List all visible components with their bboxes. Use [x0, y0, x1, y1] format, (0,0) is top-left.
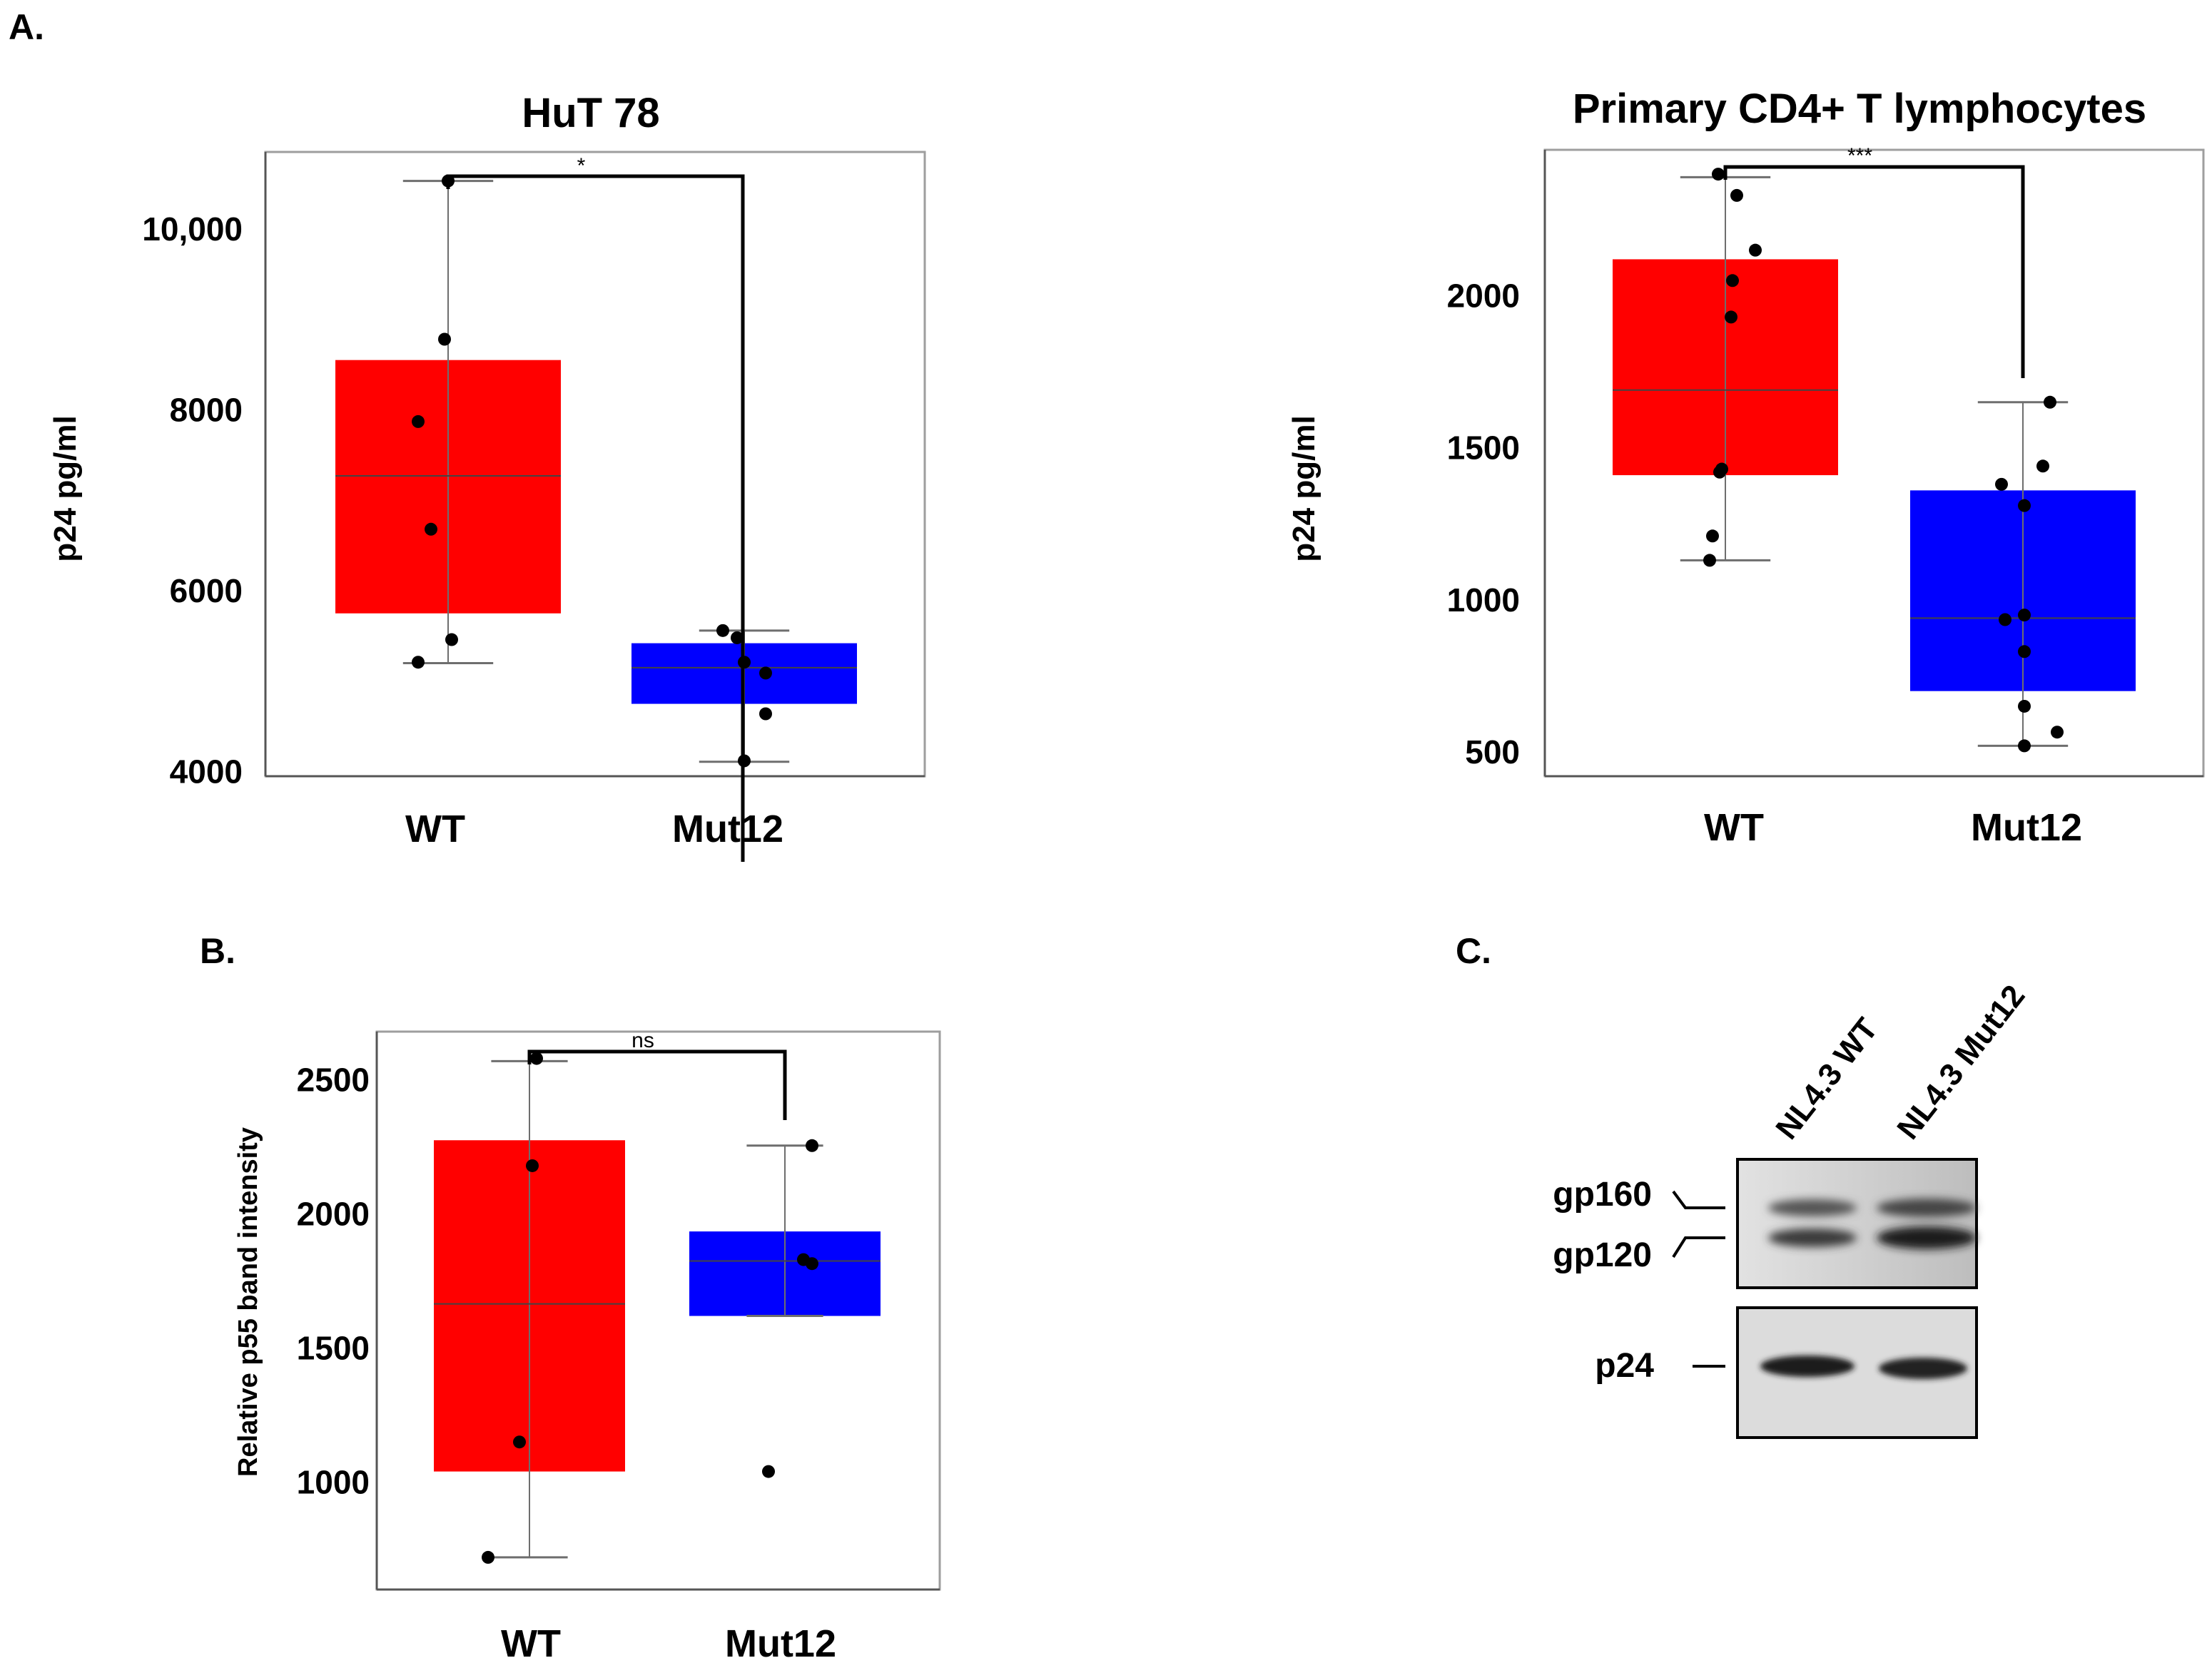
data-point — [1725, 310, 1737, 324]
significance-label: ns — [631, 1029, 654, 1052]
data-point — [759, 666, 772, 680]
x-tick-label: Mut12 — [672, 808, 783, 850]
data-point — [1995, 477, 2008, 491]
y-axis-label: Relative p55 band intensity — [233, 1127, 263, 1477]
data-point — [482, 1550, 494, 1564]
x-tick-label: Mut12 — [725, 1622, 836, 1665]
data-point — [2018, 699, 2031, 713]
band-label-gp160: gp160 — [1553, 1176, 1652, 1214]
plot-area: 500 1000 1500 2000 *** — [1447, 144, 2205, 778]
data-point — [2044, 395, 2056, 409]
y-tick-label: 1000 — [297, 1464, 370, 1501]
y-axis-label: p24 pg/ml — [1287, 415, 1321, 561]
chart-p55: Relative p55 band intensity 1000 1500 2000… — [233, 1029, 941, 1665]
significance-bracket — [527, 1049, 787, 1120]
y-tick-label: 1500 — [1447, 429, 1520, 467]
blot-membrane-env — [1736, 1158, 1978, 1289]
band-label-gp120: gp120 — [1553, 1236, 1652, 1274]
data-point — [1999, 613, 2011, 626]
lane-label-mut12: NL4.3 Mut12 — [1890, 979, 2031, 1146]
x-tick-label: WT — [1704, 806, 1764, 849]
data-point — [2051, 726, 2064, 739]
data-point — [1726, 274, 1739, 288]
blot-bands-p24 — [1760, 1356, 1967, 1379]
band-marker-gp160 — [1672, 1190, 1725, 1209]
data-point — [1703, 554, 1716, 567]
lane-label-wt: NL4.3 WT — [1769, 1012, 1884, 1146]
y-tick-label: 10,000 — [142, 210, 243, 248]
data-point — [1749, 243, 1762, 257]
y-tick-label: 1500 — [297, 1330, 370, 1367]
data-point — [1712, 168, 1725, 181]
data-point — [1706, 529, 1719, 543]
y-tick-label: 8000 — [170, 391, 243, 428]
chart-title: HuT 78 — [522, 90, 659, 136]
panel-letter-b: B. — [200, 931, 235, 971]
panel-letter-a: A. — [9, 7, 44, 47]
y-tick-label: 6000 — [170, 572, 243, 609]
significance-bracket — [1723, 165, 2025, 378]
data-point — [806, 1257, 818, 1271]
plot-area: 1000 1500 2000 2500 ns — [297, 1029, 941, 1591]
data-point — [1713, 465, 1726, 479]
data-point — [412, 656, 425, 669]
data-point — [2036, 459, 2049, 473]
x-tick-label: Mut12 — [1971, 806, 2082, 849]
chart-title: Primary CD4+ T lymphocytes — [1573, 86, 2146, 132]
data-point — [526, 1159, 539, 1172]
data-point — [425, 522, 437, 536]
data-point — [759, 707, 772, 721]
y-tick-label: 2500 — [297, 1062, 370, 1099]
band-marker-gp120 — [1672, 1236, 1725, 1258]
data-point — [438, 332, 451, 346]
data-point — [2018, 645, 2031, 658]
significance-label: * — [577, 154, 586, 178]
x-tick-label: WT — [501, 1622, 561, 1665]
y-tick-label: 500 — [1465, 733, 1520, 771]
data-point — [2018, 609, 2031, 622]
significance-label: *** — [1847, 144, 1872, 168]
western-blot: NL4.3 WT NL4.3 Mut12 gp160 gp120 p24 — [1553, 979, 2031, 1439]
data-point — [1730, 188, 1743, 202]
y-tick-label: 1000 — [1447, 581, 1520, 619]
data-point — [806, 1139, 818, 1152]
data-point — [716, 624, 729, 637]
chart-primary-cd4: Primary CD4+ T lymphocytes p24 pg/ml 500… — [1287, 86, 2205, 849]
panel-letter-c: C. — [1456, 931, 1491, 971]
y-axis-label: p24 pg/ml — [48, 415, 83, 561]
data-point — [412, 415, 425, 428]
data-point — [2018, 739, 2031, 753]
band-label-p24: p24 — [1595, 1347, 1654, 1385]
data-point — [731, 631, 744, 644]
y-tick-label: 2000 — [1447, 278, 1520, 315]
data-point — [445, 633, 458, 646]
blot-bands-env — [1768, 1199, 1977, 1249]
data-point — [513, 1435, 526, 1449]
plot-area: 4000 6000 8000 10,000 * — [142, 151, 926, 862]
x-tick-label: WT — [405, 808, 465, 850]
significance-bracket — [446, 174, 745, 862]
data-point — [762, 1465, 775, 1478]
data-point — [530, 1052, 543, 1065]
y-tick-label: 2000 — [297, 1196, 370, 1233]
data-point — [2018, 499, 2031, 512]
y-tick-label: 4000 — [170, 753, 243, 790]
